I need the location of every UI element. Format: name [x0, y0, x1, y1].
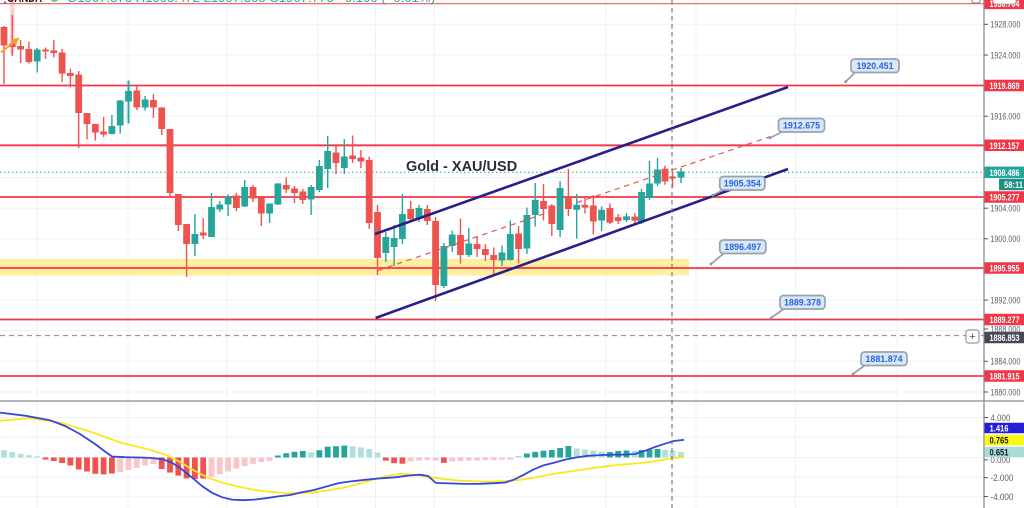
- svg-text:⋮: ⋮: [0, 0, 10, 5]
- svg-text:-2.000: -2.000: [990, 473, 1013, 483]
- svg-text:0.651: 0.651: [990, 448, 1010, 459]
- svg-text:1912.157: 1912.157: [990, 141, 1020, 152]
- svg-text:1919.869: 1919.869: [990, 81, 1020, 92]
- svg-text:1884.000: 1884.000: [990, 357, 1020, 367]
- svg-text:1892.000: 1892.000: [990, 295, 1020, 305]
- svg-text:58:11: 58:11: [1004, 180, 1024, 191]
- svg-text:Gold - XAU/USD: Gold - XAU/USD: [406, 159, 517, 175]
- svg-text:+: +: [969, 331, 975, 343]
- svg-text:1916.000: 1916.000: [990, 112, 1020, 122]
- svg-text:1889.277: 1889.277: [990, 315, 1020, 326]
- svg-text:O1907.876 H1908.472 L1907.868: O1907.876 H1908.472 L1907.868 C1907.776 …: [67, 0, 435, 5]
- svg-text:1881.915: 1881.915: [990, 372, 1021, 383]
- svg-text:1924.000: 1924.000: [990, 50, 1020, 60]
- svg-text:1920.451: 1920.451: [857, 61, 895, 72]
- svg-text:1912.675: 1912.675: [783, 121, 821, 132]
- svg-text:1889.378: 1889.378: [784, 298, 821, 309]
- svg-text:1896.497: 1896.497: [724, 242, 761, 253]
- svg-text:1888.000: 1888.000: [990, 324, 1020, 334]
- svg-text:1895.955: 1895.955: [990, 264, 1021, 275]
- svg-text:1900.000: 1900.000: [990, 234, 1020, 244]
- svg-text:1881.874: 1881.874: [866, 354, 904, 365]
- svg-text:1908.486: 1908.486: [990, 168, 1020, 179]
- svg-text:0.000: 0.000: [990, 455, 1010, 465]
- svg-text:4.000: 4.000: [990, 413, 1010, 423]
- svg-text:1880.000: 1880.000: [990, 387, 1020, 397]
- svg-text:1905.277: 1905.277: [990, 193, 1020, 204]
- svg-text:OANDA: OANDA: [7, 0, 42, 5]
- svg-text:1905.354: 1905.354: [724, 179, 762, 190]
- svg-text:1930.704: 1930.704: [990, 0, 1021, 10]
- svg-text:1928.000: 1928.000: [990, 20, 1020, 30]
- svg-text:1904.000: 1904.000: [990, 204, 1020, 214]
- svg-text:1.416: 1.416: [990, 424, 1009, 435]
- svg-text:-4.000: -4.000: [990, 492, 1013, 502]
- svg-text:0.765: 0.765: [990, 436, 1010, 447]
- svg-text:1886.853: 1886.853: [990, 333, 1020, 344]
